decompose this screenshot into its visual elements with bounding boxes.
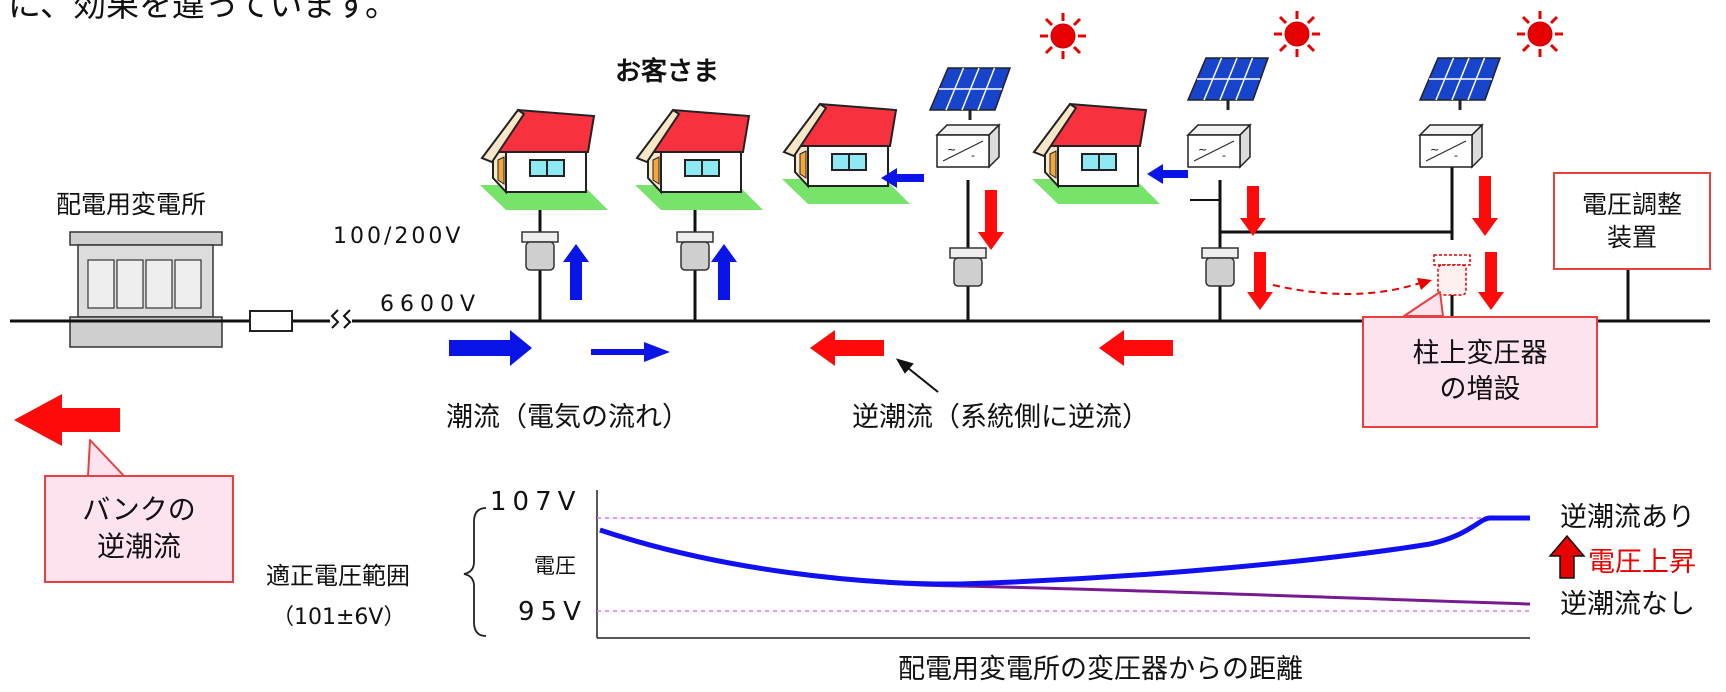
solar-panel-icon-1: [928, 66, 1012, 122]
reverse-flow-arrows: [14, 176, 1504, 446]
voltage-rise-arrow: [1548, 534, 1586, 579]
substation-label: 配電用変電所: [56, 190, 207, 219]
house-icon-4: [1031, 103, 1161, 205]
bank-reverse-flow-line2: 逆潮流: [96, 530, 181, 563]
bank-reverse-flow-line1: バンクの: [82, 493, 196, 527]
sun-icon-2: [1272, 9, 1322, 59]
with-reverse-flow-label: 逆潮流あり: [1560, 502, 1695, 533]
transformer-addition-line1: 柱上変圧器: [1412, 338, 1548, 370]
solar-panel-icon-2: [1186, 56, 1270, 112]
forward-flow-arrows: [449, 164, 1188, 366]
without-reverse-flow-label: 逆潮流なし: [1560, 589, 1695, 620]
pole-transformer-3: [949, 247, 987, 287]
inverter-icon-2: [1187, 124, 1251, 168]
inverter-icon-3: [1419, 124, 1483, 168]
voltage-regulator-box: 電圧調整 装置: [1553, 172, 1711, 270]
bank-reverse-flow-box: バンクの 逆潮流: [44, 475, 234, 583]
pole-transformer-4: [1201, 247, 1239, 287]
chart-axis-label: 電圧: [534, 554, 576, 578]
high-voltage-label: 6600V: [380, 292, 482, 317]
sun-icon-1: [1038, 11, 1088, 61]
house-icon-3: [781, 103, 911, 205]
voltage-chart: [463, 490, 1586, 639]
transformer-addition-line2: の増設: [1439, 374, 1521, 405]
voltage-regulator-line1: 電圧調整: [1581, 190, 1682, 219]
transformer-callout-tail: [1403, 291, 1444, 317]
reverse-flow-pointer: [895, 358, 939, 393]
range-brace: [463, 507, 487, 637]
top-voltage-label: 107V: [490, 487, 582, 517]
voltage-rise-label: 電圧上昇: [1588, 547, 1696, 578]
bottom-voltage-label: 95V: [518, 597, 587, 627]
range-label: 適正電圧範囲: [266, 562, 410, 590]
solar-panel-icon-3: [1418, 56, 1502, 112]
range-value: （101±6V）: [272, 605, 406, 630]
transformer-addition-box: 柱上変圧器 の増設: [1362, 316, 1598, 428]
reverse-flow-caption: 逆潮流（系統側に逆流）: [852, 402, 1149, 433]
distance-axis-label: 配電用変電所の変圧器からの距離: [898, 654, 1303, 685]
house-icon-1: [479, 109, 609, 211]
transformer-addition-arrow: [1272, 282, 1421, 296]
pole-transformer-1: [521, 231, 559, 271]
bank-callout-tail: [87, 439, 125, 477]
customers-label: お客さま: [615, 57, 720, 87]
transformer-addition-arrowhead: [1417, 278, 1432, 290]
added-pole-transformer: [1433, 254, 1471, 296]
voltage-regulator-line2: 装置: [1606, 223, 1657, 252]
inverter-icon-1: [936, 124, 1000, 168]
forward-flow-caption: 潮流（電気の流れ）: [446, 402, 689, 433]
sun-icon-3: [1515, 9, 1565, 59]
header-text: に、効果を違っています。: [8, 0, 399, 24]
substation-icon: [69, 231, 223, 348]
breaker-icon: [249, 310, 293, 332]
voltage-curve-with-reverse-flow: [599, 515, 1530, 587]
house-icon-2: [634, 109, 764, 211]
low-voltage-label: 100/200V: [333, 224, 464, 249]
pole-transformer-2: [676, 231, 714, 271]
